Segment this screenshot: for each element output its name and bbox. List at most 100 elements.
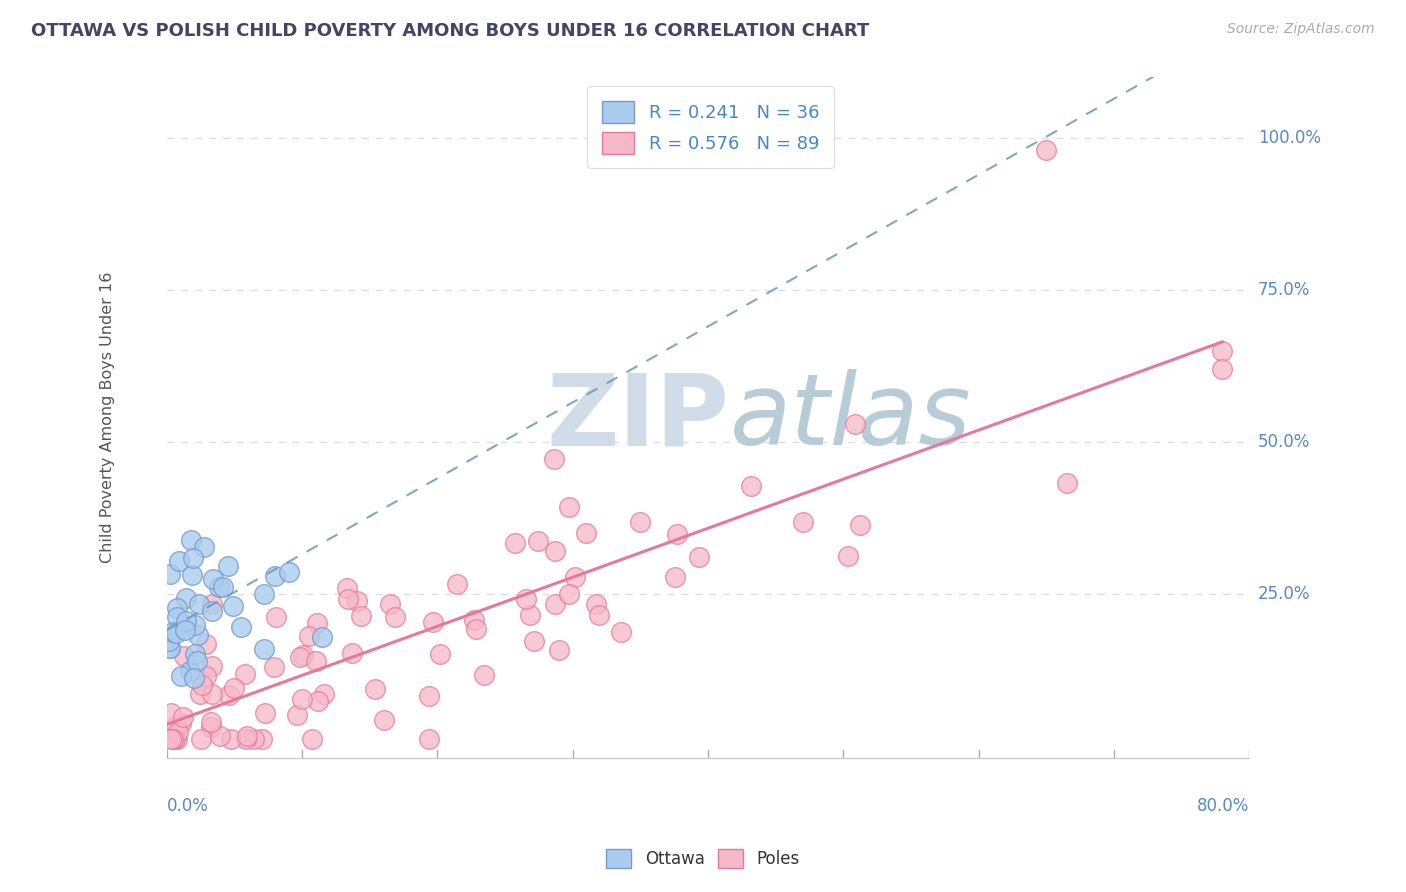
Point xyxy=(159,633,181,648)
Text: 50.0%: 50.0% xyxy=(1258,433,1310,450)
Point xyxy=(446,576,468,591)
Point xyxy=(217,559,239,574)
Text: OTTAWA VS POLISH CHILD POVERTY AMONG BOYS UNDER 16 CORRELATION CHART: OTTAWA VS POLISH CHILD POVERTY AMONG BOY… xyxy=(31,22,869,40)
Point xyxy=(194,637,217,651)
Point xyxy=(336,592,359,607)
Text: 0.0%: 0.0% xyxy=(167,797,208,814)
Point xyxy=(588,607,610,622)
Point xyxy=(195,669,218,683)
Text: Source: ZipAtlas.com: Source: ZipAtlas.com xyxy=(1227,22,1375,37)
Point xyxy=(184,618,207,632)
Point xyxy=(557,500,579,515)
Point xyxy=(837,549,859,563)
Point xyxy=(159,640,181,655)
Point xyxy=(523,633,546,648)
Point xyxy=(200,720,222,734)
Point xyxy=(222,599,245,614)
Point xyxy=(187,628,209,642)
Point xyxy=(172,710,194,724)
Point xyxy=(224,681,246,696)
Point xyxy=(519,608,541,623)
Point xyxy=(463,613,485,627)
Point xyxy=(1035,144,1057,158)
Point xyxy=(665,527,688,541)
Point xyxy=(264,569,287,583)
Point xyxy=(314,687,336,701)
Text: 25.0%: 25.0% xyxy=(1258,584,1310,603)
Point xyxy=(564,569,586,583)
Point xyxy=(311,631,333,645)
Point xyxy=(544,543,567,558)
Point xyxy=(515,592,537,607)
Point xyxy=(181,568,204,582)
Point xyxy=(201,573,224,587)
Point xyxy=(201,687,224,701)
Point xyxy=(208,581,231,595)
Point xyxy=(201,604,224,618)
Point xyxy=(378,597,401,611)
Point xyxy=(263,659,285,673)
Point xyxy=(418,732,440,747)
Point xyxy=(169,553,191,567)
Point xyxy=(219,732,242,747)
Point xyxy=(350,608,373,623)
Point xyxy=(233,666,256,681)
Point xyxy=(235,732,257,747)
Point xyxy=(575,525,598,540)
Point xyxy=(301,732,323,747)
Point xyxy=(173,648,195,663)
Point xyxy=(307,694,329,708)
Point xyxy=(160,732,183,747)
Point xyxy=(162,625,184,640)
Point xyxy=(180,533,202,548)
Point xyxy=(174,614,197,628)
Text: Child Poverty Among Boys Under 16: Child Poverty Among Boys Under 16 xyxy=(100,272,115,563)
Point xyxy=(503,535,526,549)
Point xyxy=(384,609,406,624)
Point xyxy=(174,591,197,606)
Point xyxy=(253,706,276,720)
Point xyxy=(740,478,762,492)
Point xyxy=(159,567,181,582)
Point xyxy=(184,647,207,661)
Point xyxy=(472,668,495,682)
Point xyxy=(664,570,686,584)
Point xyxy=(218,689,240,703)
Point xyxy=(544,597,567,611)
Text: ZIP: ZIP xyxy=(547,369,730,466)
Point xyxy=(179,664,201,678)
Point xyxy=(792,515,814,529)
Point xyxy=(243,732,266,747)
Text: 100.0%: 100.0% xyxy=(1258,129,1320,147)
Point xyxy=(307,615,329,630)
Point xyxy=(190,732,212,747)
Point xyxy=(305,654,328,668)
Point xyxy=(277,566,299,580)
Point xyxy=(236,729,259,743)
Point xyxy=(166,732,188,747)
Point xyxy=(183,671,205,685)
Point xyxy=(160,706,183,721)
Point xyxy=(688,549,710,564)
Point xyxy=(610,625,633,640)
Point xyxy=(212,580,235,594)
Point xyxy=(527,534,550,549)
Point xyxy=(166,610,188,624)
Point xyxy=(422,615,444,630)
Point xyxy=(193,540,215,554)
Point xyxy=(188,597,211,611)
Point xyxy=(167,725,190,739)
Point xyxy=(557,587,579,601)
Point xyxy=(346,594,368,608)
Point xyxy=(166,600,188,615)
Point xyxy=(170,716,193,731)
Point xyxy=(373,713,395,727)
Point xyxy=(844,417,866,431)
Point xyxy=(336,581,359,595)
Point xyxy=(252,732,274,747)
Point xyxy=(174,624,197,638)
Point xyxy=(201,598,224,612)
Point xyxy=(1056,476,1078,491)
Point xyxy=(253,586,276,600)
Point xyxy=(548,643,571,657)
